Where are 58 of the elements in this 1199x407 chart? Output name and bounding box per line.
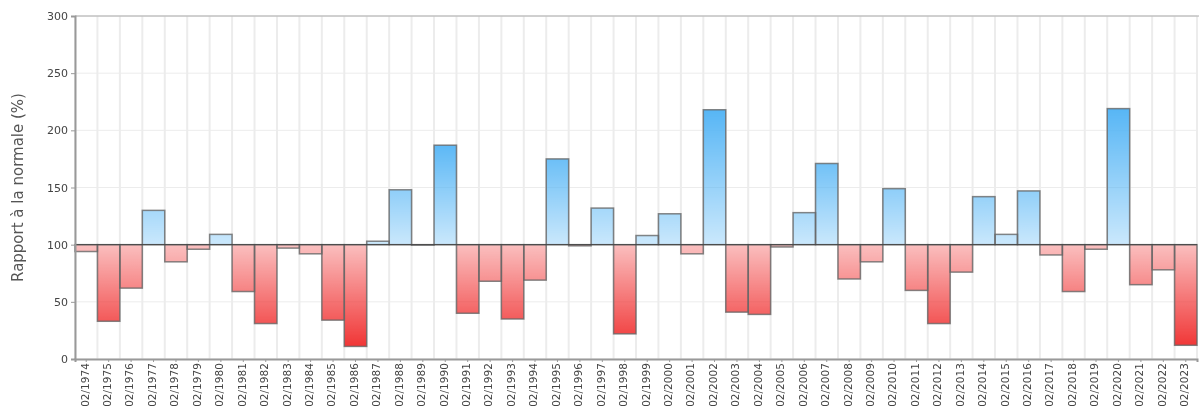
x-tick-label: 02/1992 <box>482 363 495 407</box>
x-tick-label: 02/2006 <box>796 362 809 407</box>
x-tick-label: 02/1974 <box>78 362 91 407</box>
x-tick-label: 02/2002 <box>706 363 719 407</box>
x-tick-label: 02/1996 <box>572 362 585 407</box>
x-tick-label: 02/1978 <box>168 363 181 407</box>
x-tick-label: 02/1977 <box>145 363 158 407</box>
x-tick-label: 02/1982 <box>258 363 271 407</box>
x-tick-label: 02/2009 <box>863 363 876 407</box>
x-tick-label: 02/1983 <box>280 363 293 407</box>
x-tick-label: 02/2003 <box>729 363 742 407</box>
x-tick-label: 02/1999 <box>639 363 652 407</box>
x-tick-label: 02/2001 <box>684 363 697 407</box>
x-tick-label: 02/2008 <box>841 363 854 407</box>
x-tick-label: 02/1986 <box>347 362 360 407</box>
x-tick-label: 02/2022 <box>1155 363 1168 407</box>
x-tick-label: 02/2010 <box>886 363 899 407</box>
x-tick-label: 02/2016 <box>1021 362 1034 407</box>
y-tick-label: 0 <box>61 353 68 367</box>
x-tick-label: 02/1997 <box>594 363 607 407</box>
x-tick-label: 02/1981 <box>235 363 248 407</box>
x-tick-label: 02/2004 <box>751 362 764 407</box>
x-tick-label: 02/1979 <box>190 363 203 407</box>
x-tick-label: 02/2018 <box>1065 363 1078 407</box>
x-tick-label: 02/2019 <box>1088 363 1101 407</box>
x-tick-label: 02/1988 <box>392 363 405 407</box>
x-tick-label: 02/2011 <box>908 363 921 407</box>
x-tick-label: 02/2021 <box>1133 363 1146 407</box>
x-tick-label: 02/1989 <box>415 363 428 407</box>
x-tick-label: 02/2012 <box>931 363 944 407</box>
x-tick-label: 02/1975 <box>100 363 113 407</box>
x-tick-label: 02/1998 <box>617 363 630 407</box>
y-tick-label: 200 <box>47 124 68 138</box>
y-tick-label: 250 <box>47 67 68 81</box>
x-tick-label: 02/1993 <box>504 363 517 407</box>
x-tick-label: 02/1995 <box>549 363 562 407</box>
x-tick-label: 02/1990 <box>437 363 450 407</box>
y-tick-label: 50 <box>54 295 68 309</box>
x-tick-label: 02/2000 <box>661 363 674 407</box>
x-tick-label: 02/1994 <box>527 362 540 407</box>
x-tick-label: 02/2007 <box>819 363 832 407</box>
x-tick-label: 02/1991 <box>460 363 473 407</box>
y-tick-label: 100 <box>47 238 68 252</box>
x-tick-label: 02/2014 <box>976 362 989 407</box>
x-tick-label: 02/2015 <box>998 363 1011 407</box>
x-tick-label: 02/1980 <box>213 363 226 407</box>
y-axis-title: Rapport à la normale (%) <box>9 93 27 282</box>
x-tick-label: 02/2020 <box>1110 363 1123 407</box>
x-tick-label: 02/2005 <box>774 363 787 407</box>
x-tick-label: 02/1984 <box>302 362 315 407</box>
x-tick-label: 02/1985 <box>325 363 338 407</box>
y-tick-label: 300 <box>47 10 68 24</box>
x-tick-label: 02/1976 <box>123 362 136 407</box>
y-tick-label: 150 <box>47 181 68 195</box>
x-tick-label: 02/2023 <box>1178 363 1191 407</box>
x-tick-label: 02/1987 <box>370 363 383 407</box>
x-tick-label: 02/2013 <box>953 363 966 407</box>
x-tick-label: 02/2017 <box>1043 363 1056 407</box>
